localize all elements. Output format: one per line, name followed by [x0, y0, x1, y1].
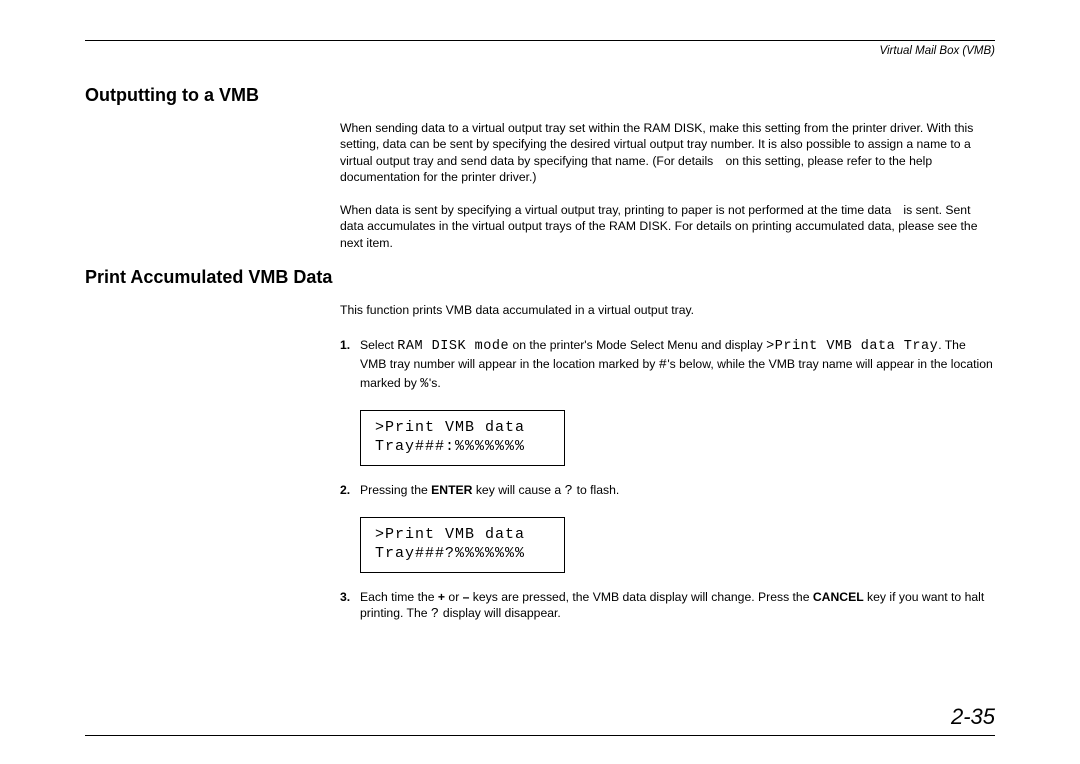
- page: Virtual Mail Box (VMB) Outputting to a V…: [0, 0, 1080, 764]
- step3-t2: or: [445, 590, 463, 604]
- section1-para1: When sending data to a virtual output tr…: [340, 120, 995, 186]
- step2-t2: key will cause a: [472, 483, 564, 497]
- step2-t3: to flash.: [573, 483, 619, 497]
- step1-mono4: %: [420, 377, 429, 392]
- header-label: Virtual Mail Box (VMB): [85, 45, 995, 57]
- section2-intro: This function prints VMB data accumulate…: [340, 302, 995, 318]
- step-1: 1. Select RAM DISK mode on the printer's…: [340, 337, 995, 395]
- step-2: 2. Pressing the ENTER key will cause a ?…: [340, 482, 995, 501]
- step2-mono1: ?: [565, 484, 574, 499]
- step3-b1: +: [438, 590, 445, 604]
- step-2-number: 2.: [340, 482, 360, 501]
- step-3-body: Each time the + or – keys are pressed, t…: [360, 589, 995, 625]
- step1-mono2: >Print VMB data Tray: [766, 339, 938, 354]
- step3-t5: display will disappear.: [440, 606, 561, 620]
- step-1-number: 1.: [340, 337, 360, 395]
- step-3: 3. Each time the + or – keys are pressed…: [340, 589, 995, 625]
- step1-t2: on the printer's Mode Select Menu and di…: [509, 338, 766, 352]
- step1-mono1: RAM DISK mode: [397, 339, 509, 354]
- page-number: 2-35: [951, 704, 995, 730]
- section1-body: When sending data to a virtual output tr…: [340, 120, 995, 251]
- step3-t1: Each time the: [360, 590, 438, 604]
- step-2-body: Pressing the ENTER key will cause a ? to…: [360, 482, 995, 501]
- step3-b3: CANCEL: [813, 590, 864, 604]
- header-rule: [85, 40, 995, 41]
- section1-para2: When data is sent by specifying a virtua…: [340, 202, 995, 251]
- display-box-1: >Print VMB data Tray###:%%%%%%%: [360, 410, 565, 466]
- step1-t5: 's.: [429, 376, 441, 390]
- display-box-2: >Print VMB data Tray###?%%%%%%%: [360, 517, 565, 573]
- step1-t1: Select: [360, 338, 397, 352]
- step2-b1: ENTER: [431, 483, 472, 497]
- footer-rule: [85, 735, 995, 736]
- section2-body: This function prints VMB data accumulate…: [340, 302, 995, 624]
- step3-t3: keys are pressed, the VMB data display w…: [469, 590, 812, 604]
- step2-t1: Pressing the: [360, 483, 431, 497]
- section-heading-outputting: Outputting to a VMB: [85, 85, 995, 106]
- step3-mono1: ?: [431, 607, 440, 622]
- step-3-number: 3.: [340, 589, 360, 625]
- section-heading-print-accumulated: Print Accumulated VMB Data: [85, 267, 995, 288]
- step-1-body: Select RAM DISK mode on the printer's Mo…: [360, 337, 995, 395]
